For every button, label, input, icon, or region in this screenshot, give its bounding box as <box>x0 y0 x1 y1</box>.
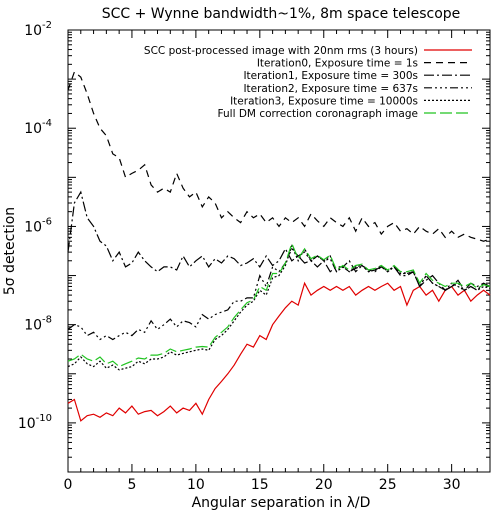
y-axis-label: 5σ detection <box>2 207 18 295</box>
legend-label: Iteration2, Exposure time = 637s <box>243 83 418 95</box>
series-lines <box>67 70 491 422</box>
x-tick-label: 30 <box>443 477 461 493</box>
y-tick-exponent: -6 <box>42 216 52 227</box>
y-tick-label: 10-2 <box>24 20 52 39</box>
y-tick-base: 10 <box>18 416 36 432</box>
series-line-3 <box>67 247 491 341</box>
y-tick-base: 10 <box>24 23 42 39</box>
series-line-5 <box>67 241 491 368</box>
series-line-4 <box>67 244 491 371</box>
legend-label: Iteration1, Exposure time = 300s <box>243 70 418 82</box>
x-tick-label: 25 <box>379 477 397 493</box>
y-tick-base: 10 <box>24 219 42 235</box>
x-tick-label: 5 <box>127 477 136 493</box>
legend-label: SCC post-processed image with 20nm rms (… <box>144 45 418 57</box>
x-axis-label: Angular separation in λ/D <box>192 495 371 511</box>
x-tick-label: 0 <box>64 477 73 493</box>
y-tick-base: 10 <box>24 318 42 334</box>
series-line-1 <box>67 70 491 242</box>
y-tick-base: 10 <box>24 121 42 137</box>
x-tick-label: 20 <box>315 477 333 493</box>
series-line-0 <box>67 281 491 422</box>
y-tick-exponent: -4 <box>42 118 52 129</box>
legend-label: Iteration3, Exposure time = 10000s <box>230 95 418 107</box>
y-tick-label: 10-6 <box>24 216 52 235</box>
y-tick-label: 10-8 <box>24 315 52 334</box>
y-tick-exponent: -2 <box>42 20 52 31</box>
legend: SCC post-processed image with 20nm rms (… <box>144 45 472 120</box>
x-tick-label: 15 <box>251 477 269 493</box>
y-tick-exponent: -8 <box>42 315 52 326</box>
y-tick-label: 10-10 <box>18 413 52 432</box>
legend-label: Iteration0, Exposure time = 1s <box>257 58 418 70</box>
x-tick-label: 10 <box>187 477 205 493</box>
chart-title: SCC + Wynne bandwidth~1%, 8m space teles… <box>102 6 461 22</box>
series-line-2 <box>67 190 491 292</box>
y-tick-exponent: -10 <box>36 413 52 424</box>
legend-label: Full DM correction coronagraph image <box>218 108 418 120</box>
y-tick-label: 10-4 <box>24 118 52 137</box>
